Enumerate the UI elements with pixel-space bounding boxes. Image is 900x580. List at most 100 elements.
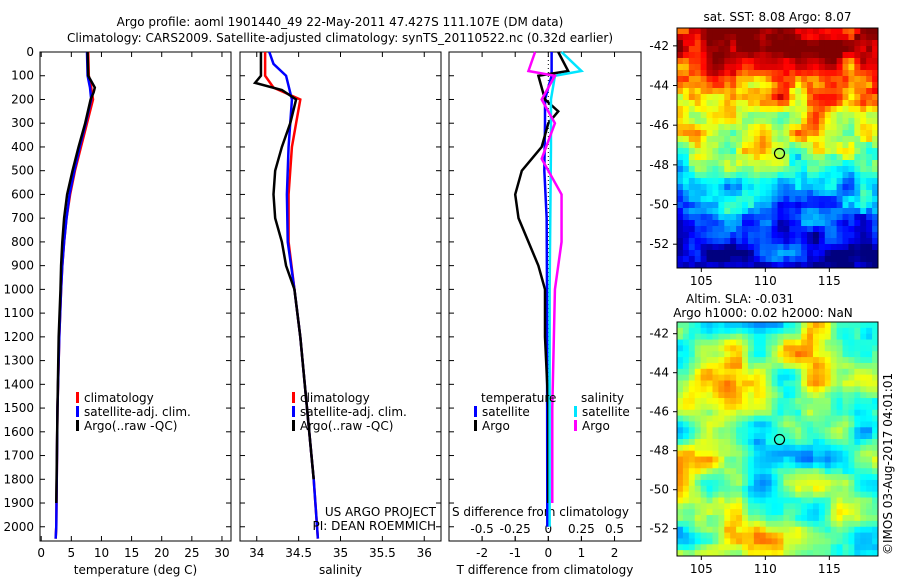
map-cell	[677, 374, 684, 381]
map-cell	[830, 497, 838, 504]
map-cell	[765, 226, 773, 233]
map-cell	[765, 462, 773, 469]
map-cell	[718, 232, 725, 239]
map-cell	[736, 357, 743, 364]
map-cell	[842, 433, 849, 440]
map-cell	[742, 34, 749, 41]
map-cell	[694, 491, 702, 498]
map-cell	[718, 479, 725, 487]
map-cell	[688, 322, 696, 329]
map-cell	[700, 202, 708, 209]
map-cell	[706, 339, 713, 346]
map-cell	[706, 28, 713, 35]
y-tick-label: 100	[11, 69, 34, 83]
map-cell	[848, 64, 855, 71]
map-cell	[836, 497, 844, 504]
map-cell	[830, 462, 838, 469]
map-cell	[730, 339, 737, 346]
map-cell	[753, 220, 761, 227]
map-cell	[836, 244, 844, 251]
map-cell	[736, 421, 743, 428]
map-cell	[848, 374, 855, 381]
map-cell	[682, 515, 690, 522]
map-cell	[860, 154, 867, 161]
legend-swatch	[292, 406, 295, 417]
map-cell	[688, 262, 696, 269]
map-cell	[783, 130, 790, 137]
map-cell	[795, 392, 802, 399]
map-cell	[789, 214, 796, 221]
map-cell	[812, 46, 820, 53]
map-cell	[706, 82, 713, 89]
map-cell	[700, 468, 708, 475]
map-cell	[842, 497, 849, 504]
map-cell	[724, 345, 731, 352]
map-cell	[848, 532, 855, 539]
map-cell	[872, 52, 879, 59]
map-cell	[872, 515, 879, 522]
map-cell	[718, 106, 725, 113]
map-cell	[824, 256, 832, 263]
map-cell	[753, 208, 761, 215]
map-cell	[836, 70, 844, 77]
y-tick-label: -50	[649, 198, 669, 212]
map-cell	[848, 190, 855, 197]
map-cell	[753, 474, 761, 481]
map-cell	[872, 76, 879, 83]
map-cell	[736, 515, 743, 522]
map-cell	[789, 345, 796, 352]
map-cell	[759, 244, 767, 251]
map-cell	[777, 415, 784, 422]
map-cell	[854, 322, 861, 329]
map-cell	[677, 172, 684, 179]
map-cell	[688, 444, 696, 452]
map-cell	[736, 485, 743, 493]
map-cell	[807, 509, 814, 516]
map-cell	[747, 380, 755, 387]
map-cell	[718, 94, 725, 101]
map-cell	[724, 515, 731, 522]
map-cell	[866, 433, 873, 440]
map-cell	[730, 196, 737, 203]
map-cell	[866, 468, 873, 475]
map-cell	[718, 327, 725, 335]
legend-swatch	[292, 420, 295, 431]
map-cell	[747, 40, 755, 47]
map-cell	[682, 262, 690, 269]
map-cell	[836, 40, 844, 47]
map-cell	[824, 178, 832, 185]
map-cell	[830, 118, 838, 125]
map-cell	[694, 52, 702, 59]
map-cell	[872, 208, 879, 215]
map-cell	[742, 333, 749, 341]
map-cell	[706, 427, 713, 434]
map-cell	[789, 409, 796, 417]
map-cell	[742, 88, 749, 95]
map-cell	[818, 398, 826, 405]
map-cell	[801, 403, 808, 411]
map-cell	[842, 250, 849, 257]
map-cell	[753, 190, 761, 197]
map-cell	[700, 178, 708, 185]
map-cell	[694, 503, 702, 510]
map-cell	[718, 374, 725, 381]
map-cell	[818, 244, 826, 251]
map-cell	[795, 509, 802, 516]
map-cell	[730, 136, 737, 143]
map-cell	[759, 485, 767, 493]
map-cell	[759, 526, 767, 534]
map-cell	[807, 262, 814, 269]
map-cell	[747, 52, 755, 59]
map-cell	[801, 250, 808, 257]
map-cell	[795, 28, 802, 35]
map-cell	[812, 515, 820, 522]
map-cell	[759, 28, 767, 35]
map-cell	[801, 503, 808, 510]
map-cell	[677, 208, 684, 215]
map-cell	[706, 333, 713, 341]
map-cell	[724, 190, 731, 197]
map-cell	[736, 322, 743, 329]
map-cell	[736, 28, 743, 35]
map-cell	[747, 503, 755, 510]
map-cell	[866, 256, 873, 263]
